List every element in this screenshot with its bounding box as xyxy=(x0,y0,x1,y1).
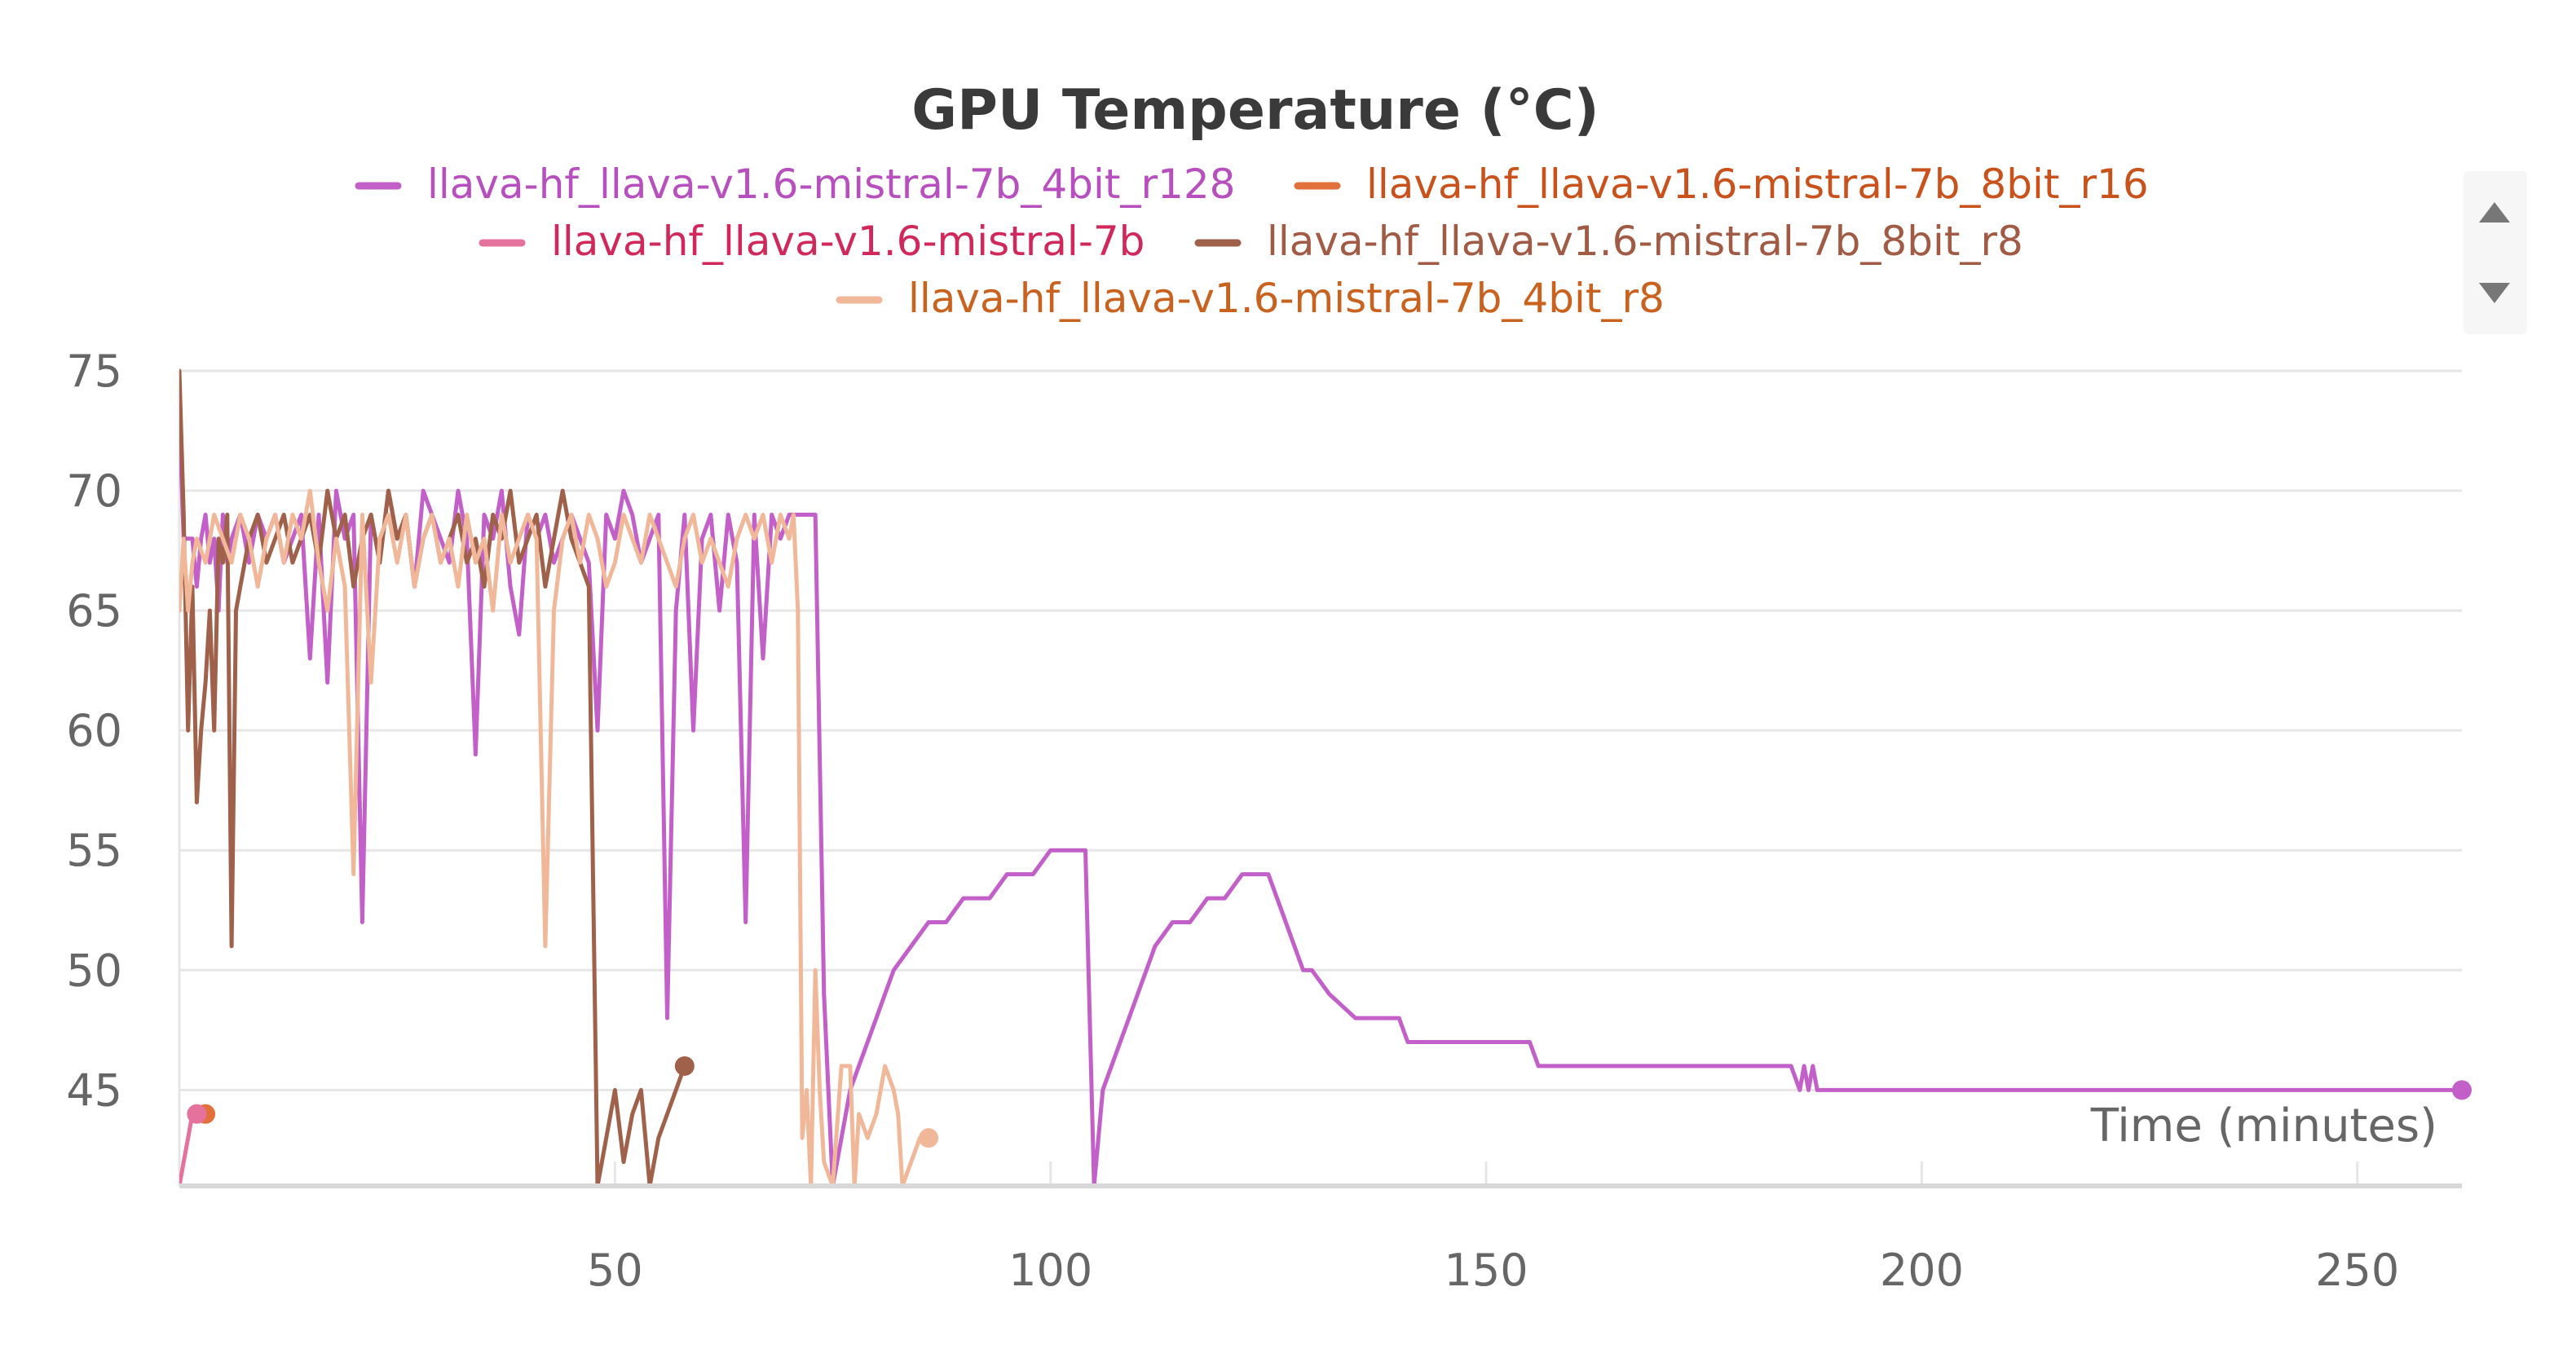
scroll-down-icon[interactable] xyxy=(2479,283,2510,303)
x-tick-label: 100 xyxy=(1008,1245,1092,1296)
x-tick-label: 200 xyxy=(1880,1245,1964,1296)
legend-item[interactable]: llava-hf_llava-v1.6-mistral-7b_8bit_r8 xyxy=(1194,218,2023,265)
legend-label: llava-hf_llava-v1.6-mistral-7b_8bit_r16 xyxy=(1366,161,2149,208)
legend-label: llava-hf_llava-v1.6-mistral-7b_8bit_r8 xyxy=(1267,218,2023,265)
scroll-up-icon[interactable] xyxy=(2479,202,2510,223)
chart-title: GPU Temperature (°C) xyxy=(911,78,1599,143)
series-end-point xyxy=(187,1104,207,1124)
legend-item[interactable]: llava-hf_llava-v1.6-mistral-7b_8bit_r16 xyxy=(1294,161,2149,208)
legend-item[interactable]: llava-hf_llava-v1.6-mistral-7b xyxy=(479,218,1145,265)
series-group xyxy=(179,488,939,1186)
legend-item[interactable]: llava-hf_llava-v1.6-mistral-7b_4bit_r8 xyxy=(836,275,1665,322)
y-tick-label: 45 xyxy=(66,1064,122,1116)
x-tick-label: 250 xyxy=(2315,1245,2399,1296)
series-group xyxy=(179,1104,207,1186)
y-tick-label: 55 xyxy=(66,825,122,876)
y-tick-label: 65 xyxy=(66,585,122,637)
legend-label: llava-hf_llava-v1.6-mistral-7b_4bit_r8 xyxy=(908,275,1665,322)
series-line xyxy=(179,488,931,1186)
legend-scroll-panel xyxy=(2464,171,2527,334)
axes: 45 50 55 60 65 70 75 50 100 150 200 250 xyxy=(66,346,2462,1296)
y-tick-label: 60 xyxy=(66,705,122,756)
series-end-point xyxy=(2452,1080,2472,1100)
series-layer xyxy=(179,368,2472,1186)
series-group xyxy=(179,368,695,1186)
legend: llava-hf_llava-v1.6-mistral-7b_4bit_r128… xyxy=(355,161,2149,322)
gridlines xyxy=(178,369,2462,1186)
y-tick-label: 50 xyxy=(66,945,122,996)
series-line xyxy=(179,1112,199,1186)
legend-item[interactable]: llava-hf_llava-v1.6-mistral-7b_4bit_r128 xyxy=(355,161,1235,208)
y-tick-label: 75 xyxy=(66,346,122,397)
series-line xyxy=(179,368,687,1186)
legend-label: llava-hf_llava-v1.6-mistral-7b_4bit_r128 xyxy=(427,161,1235,208)
x-tick-label: 150 xyxy=(1445,1245,1528,1296)
x-axis-label: Time (minutes) xyxy=(2090,1100,2437,1152)
x-tick-label: 50 xyxy=(587,1245,643,1296)
legend-label: llava-hf_llava-v1.6-mistral-7b xyxy=(551,218,1145,265)
series-line xyxy=(179,416,2462,1186)
legend-scroll-control xyxy=(2464,171,2527,334)
series-group xyxy=(179,416,2472,1186)
y-tick-label: 70 xyxy=(66,465,122,517)
series-end-point xyxy=(919,1128,939,1148)
series-end-point xyxy=(674,1056,695,1076)
